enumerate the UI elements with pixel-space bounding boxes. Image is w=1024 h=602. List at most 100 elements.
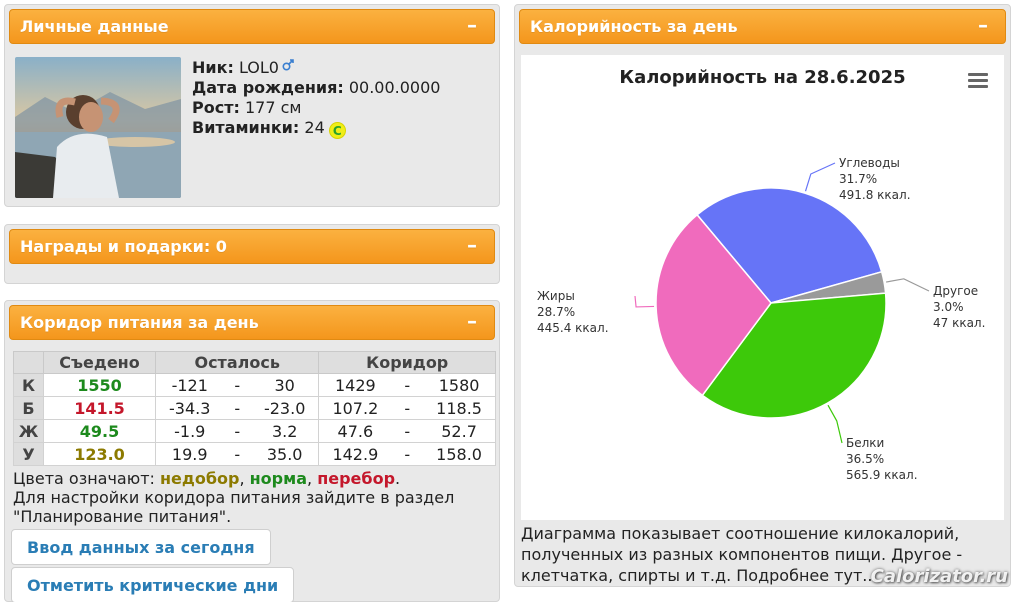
chart-description[interactable]: Диаграмма показывает соотношение килокал…: [521, 524, 963, 585]
male-icon: [282, 59, 294, 71]
slice-connector-3: [634, 295, 655, 308]
range-dash: -: [234, 375, 241, 395]
corridor-to: 1580: [438, 375, 480, 395]
personal-data-header[interactable]: Личные данные –: [9, 9, 495, 44]
range-dash: -: [404, 398, 411, 418]
height-value: 177 см: [244, 98, 302, 117]
row-label: Ж: [13, 419, 44, 443]
range-dash: -: [404, 421, 411, 441]
nick-label: Ник:: [192, 58, 234, 77]
hamburger-menu-icon[interactable]: [968, 73, 988, 89]
remaining-to: 35.0: [266, 444, 303, 464]
remaining-to: 30: [274, 375, 295, 395]
nutrition-corridor-panel: Коридор питания за день – Съедено Остало…: [4, 300, 500, 602]
corridor-range: 107.2 - 118.5: [318, 396, 496, 420]
personal-data-title: Личные данные: [20, 17, 169, 36]
column-header-remaining: Осталось: [154, 351, 320, 374]
slice-percent-0: 31.7%: [839, 172, 877, 186]
enter-today-data-button[interactable]: Ввод данных за сегодня: [11, 529, 271, 565]
color-legend: Цвета означают: недобор, норма, перебор.…: [13, 469, 493, 526]
pie-slice-3[interactable]: [655, 213, 772, 397]
corridor-title: Коридор питания за день: [20, 313, 259, 332]
legend-comma: ,: [307, 469, 313, 488]
corridor-to: 52.7: [441, 421, 477, 441]
eaten-value: 123.0: [43, 442, 156, 466]
vitamins-value: 24: [304, 118, 325, 137]
corridor-header[interactable]: Коридор питания за день –: [9, 305, 495, 340]
slice-percent-1: 3.0%: [933, 300, 964, 314]
table-row: Ж 49.5 -1.9 - 3.2 47.6 - 52.7: [13, 419, 496, 443]
corridor-from: 1429: [334, 375, 376, 395]
range-dash: -: [234, 398, 241, 418]
slice-percent-3: 28.7%: [537, 305, 575, 319]
watermark: Calorizator.ru: [870, 566, 1008, 587]
slice-connector-1: [885, 278, 930, 292]
awards-panel: Награды и подарки: 0 –: [4, 224, 500, 284]
slice-name-3: Жиры: [537, 289, 575, 303]
calories-header[interactable]: Калорийность за день –: [519, 9, 1006, 44]
range-dash: -: [234, 444, 241, 464]
collapse-icon[interactable]: –: [467, 13, 477, 37]
slice-value-3: 445.4 ккал.: [537, 321, 609, 335]
corridor-to: 118.5: [436, 398, 482, 418]
row-label: К: [13, 373, 44, 397]
height-label: Рост:: [192, 98, 240, 117]
eaten-value: 49.5: [43, 419, 156, 443]
collapse-icon[interactable]: –: [467, 309, 477, 333]
birth-value: 00.00.0000: [348, 78, 441, 97]
table-row: Б 141.5 -34.3 - -23.0 107.2 - 118.5: [13, 396, 496, 420]
remaining-range: -121 - 30: [154, 373, 320, 397]
corridor-range: 47.6 - 52.7: [318, 419, 496, 443]
pie-chart: Углеводы 31.7% 491.8 ккал. Другое 3.0% 47 кка…: [537, 156, 985, 482]
corridor-range: 1429 - 1580: [318, 373, 496, 397]
user-info: Ник: LOL0 Дата рождения: 00.00.0000 Рост…: [192, 58, 440, 139]
eaten-value: 141.5: [43, 396, 156, 420]
legend-over: перебор: [317, 469, 396, 488]
corridor-table: Съедено Осталось Коридор К 1550 -121 - 30 142…: [13, 351, 496, 466]
slice-value-2: 565.9 ккал.: [846, 468, 918, 482]
column-header-eaten: Съедено: [43, 351, 156, 374]
corridor-from: 107.2: [332, 398, 379, 418]
birth-label: Дата рождения:: [192, 78, 344, 97]
corridor-range: 142.9 - 158.0: [318, 442, 496, 466]
slice-name-2: Белки: [846, 436, 884, 450]
table-row: У 123.0 19.9 - 35.0 142.9 - 158.0: [13, 442, 496, 466]
column-header-corridor: Коридор: [318, 351, 496, 374]
corridor-from: 47.6: [337, 421, 374, 441]
slice-value-0: 491.8 ккал.: [839, 188, 911, 202]
row-label: Б: [13, 396, 44, 420]
collapse-icon[interactable]: –: [978, 13, 988, 37]
pie-slice-0[interactable]: [696, 187, 883, 304]
corner-header-cell: [13, 351, 44, 374]
slice-connector-2: [827, 404, 843, 444]
mark-critical-days-button[interactable]: Отметить критические дни: [11, 567, 295, 602]
remaining-from: -34.3: [169, 398, 211, 418]
awards-title: Награды и подарки: 0: [20, 237, 227, 256]
awards-header[interactable]: Награды и подарки: 0 –: [9, 229, 495, 264]
remaining-from: 19.9: [171, 444, 208, 464]
table-row: К 1550 -121 - 30 1429 - 1580: [13, 373, 496, 397]
vitamins-label: Витаминки:: [192, 118, 300, 137]
calories-title: Калорийность за день: [530, 17, 738, 36]
personal-data-panel: Личные данные – Ник: LOL: [4, 4, 500, 207]
collapse-icon[interactable]: –: [467, 233, 477, 257]
settings-hint: Для настройки коридора питания зайдите в…: [13, 488, 455, 526]
row-label: У: [13, 442, 44, 466]
eaten-value: 1550: [43, 373, 156, 397]
pie-slice-2[interactable]: [701, 292, 887, 419]
slice-name-1: Другое: [933, 284, 978, 298]
remaining-range: 19.9 - 35.0: [154, 442, 320, 466]
legend-under: недобор: [160, 469, 240, 488]
slice-name-0: Углеводы: [839, 156, 900, 170]
legend-norm: норма: [249, 469, 307, 488]
avatar[interactable]: [15, 57, 181, 198]
legend-period: .: [395, 469, 401, 488]
legend-prefix: Цвета означают:: [13, 469, 155, 488]
remaining-from: -1.9: [174, 421, 206, 441]
corridor-from: 142.9: [332, 444, 379, 464]
nick-value: LOL0: [238, 58, 279, 77]
remaining-to: 3.2: [271, 421, 298, 441]
range-dash: -: [404, 444, 411, 464]
remaining-range: -1.9 - 3.2: [154, 419, 320, 443]
range-dash: -: [404, 375, 411, 395]
